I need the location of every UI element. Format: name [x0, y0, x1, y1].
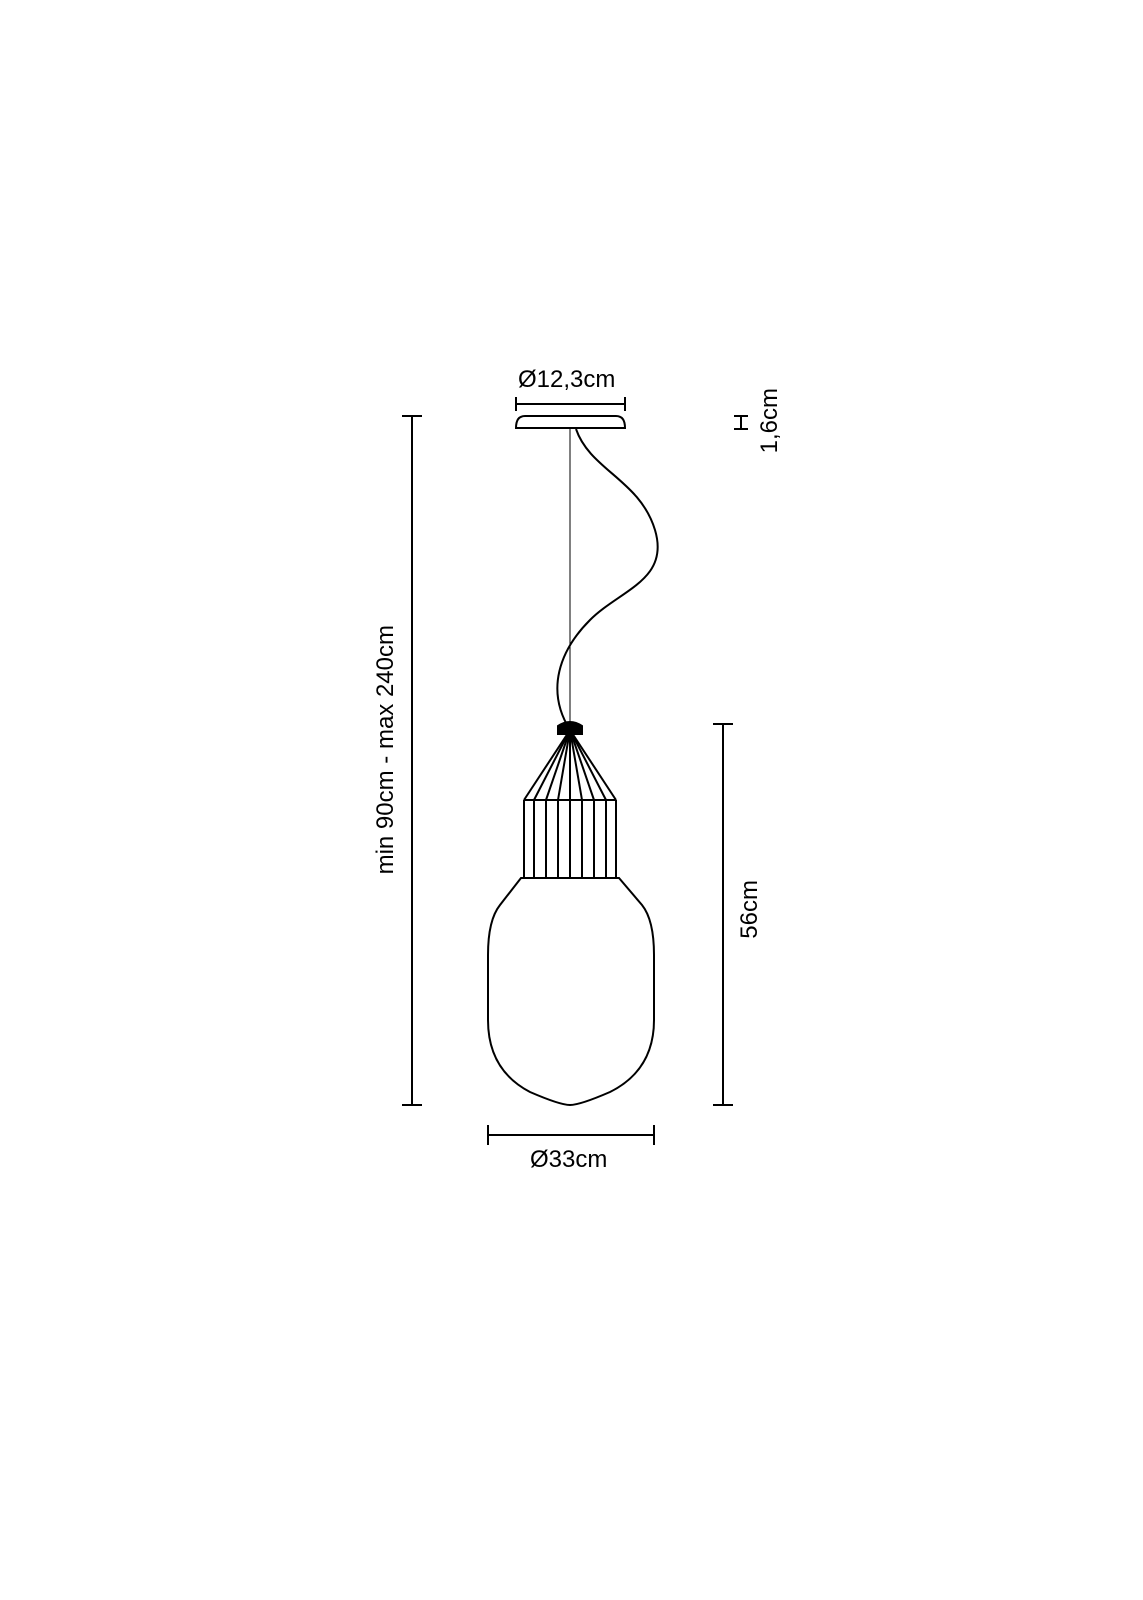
canopy-shape [516, 416, 625, 428]
label-total-height: min 90cm - max 240cm [372, 625, 400, 874]
dim-total-height [402, 416, 422, 1105]
label-lamp-diameter: Ø33cm [530, 1146, 607, 1174]
label-lamp-height: 56cm [736, 880, 764, 939]
dim-canopy-diameter [516, 397, 625, 411]
dim-lamp-diameter [488, 1125, 654, 1145]
label-canopy-diameter: Ø12,3cm [518, 366, 615, 394]
lamp-drawing [0, 0, 1143, 1600]
dim-canopy-height [734, 416, 748, 429]
glass-shape [488, 878, 654, 1105]
power-cord [557, 429, 657, 730]
dim-lamp-height [713, 724, 733, 1105]
diagram-canvas: Ø12,3cm 1,6cm min 90cm - max 240cm 56cm … [0, 0, 1143, 1600]
label-canopy-height: 1,6cm [756, 388, 784, 453]
cage [521, 722, 619, 878]
